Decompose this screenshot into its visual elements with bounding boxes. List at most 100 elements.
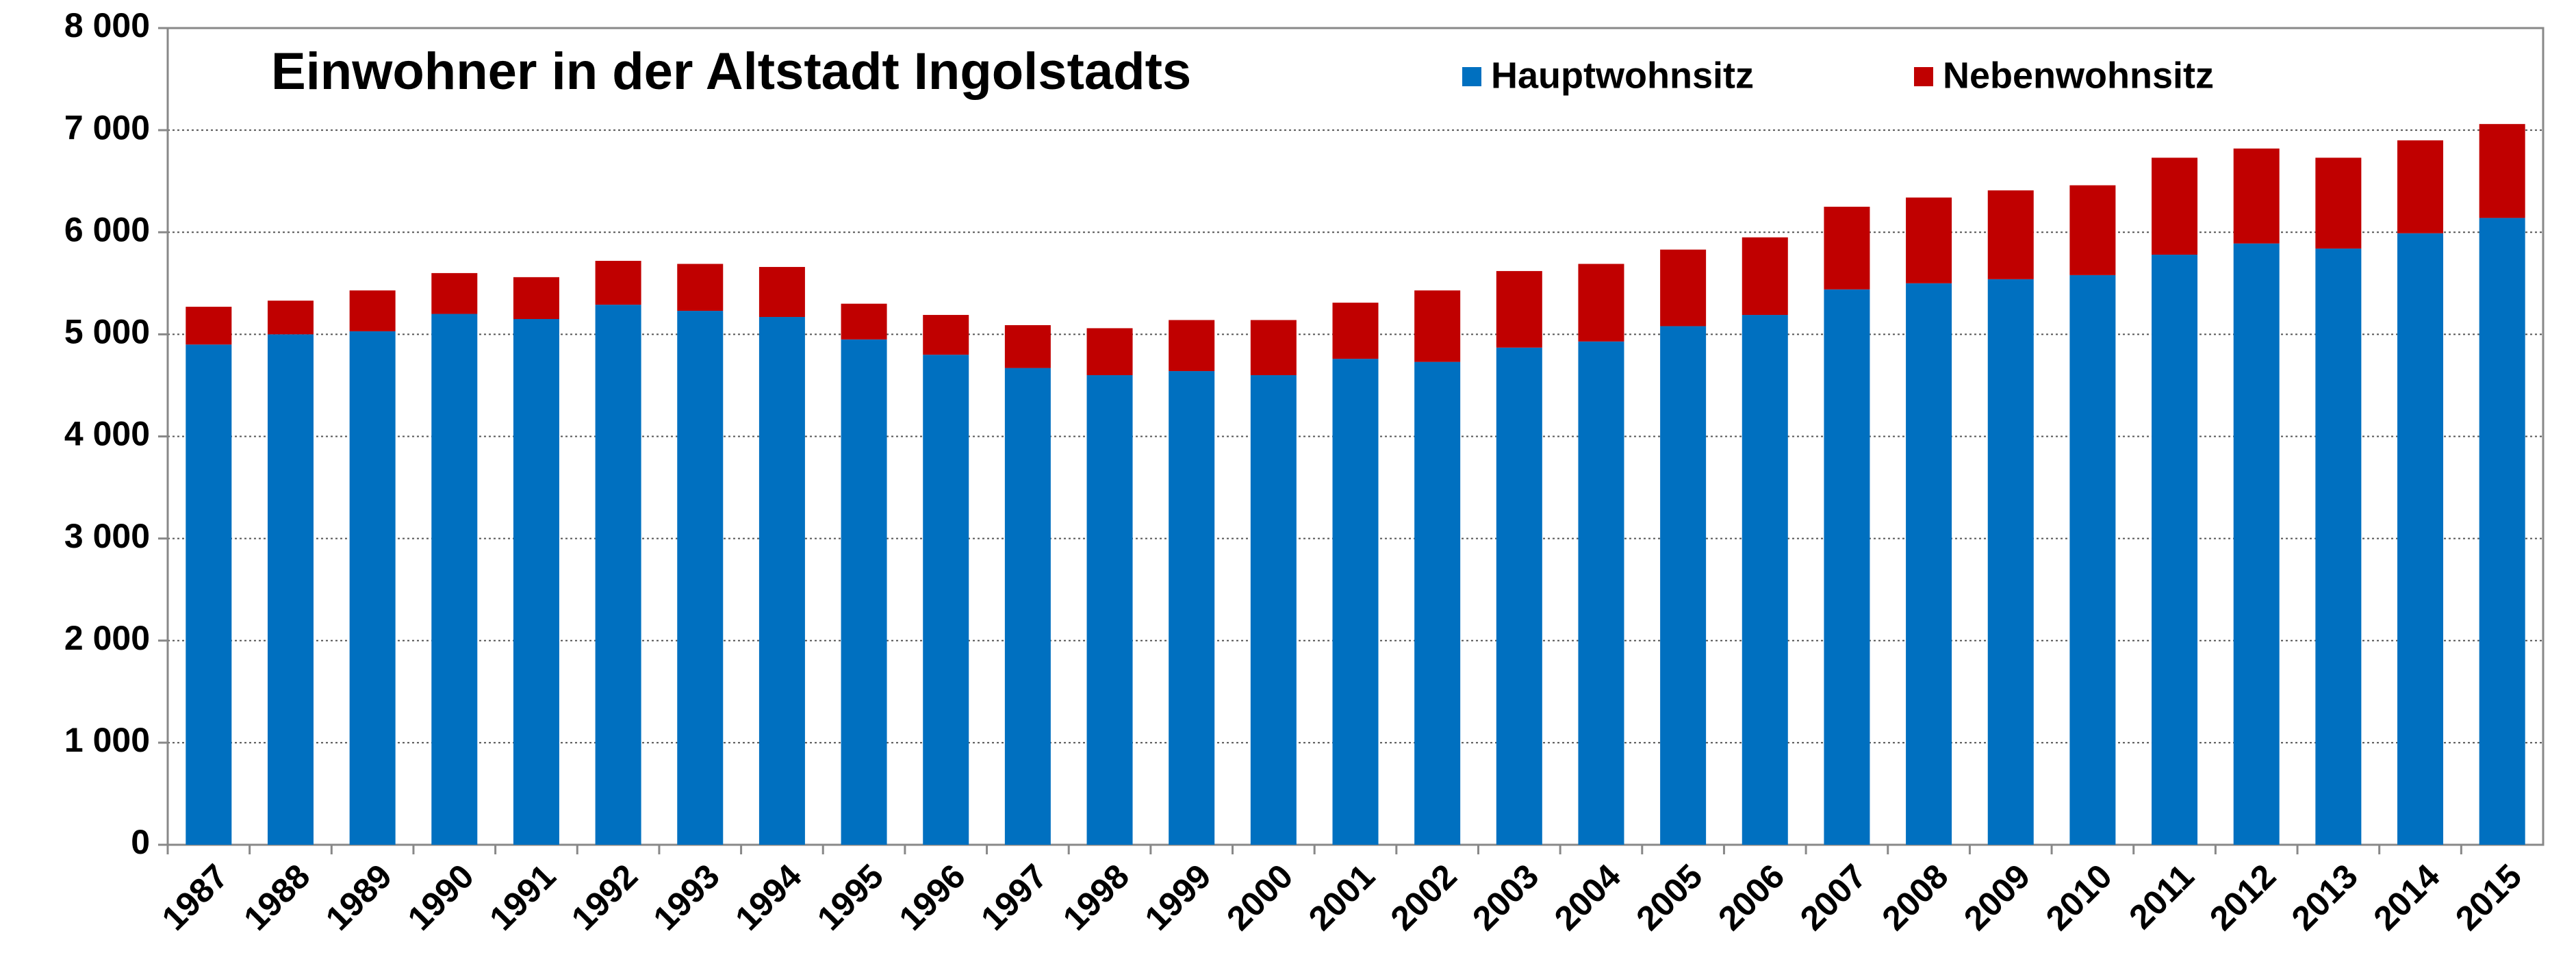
- y-tick-label: 6 000: [64, 210, 150, 249]
- bar: [431, 272, 478, 314]
- bar: [1578, 341, 1624, 845]
- bar: [1086, 375, 1133, 845]
- bar: [677, 264, 724, 311]
- chart-title: Einwohner in der Altstadt Ingolstadts: [271, 42, 1191, 101]
- bar: [513, 319, 559, 845]
- bar: [431, 314, 478, 845]
- x-tick-label: 2005: [1629, 857, 1709, 938]
- legend-label: Nebenwohnsitz: [1943, 55, 2214, 96]
- x-tick-label: 2008: [1874, 857, 1955, 938]
- bar: [677, 311, 724, 845]
- bar: [1004, 324, 1051, 368]
- x-tick-label: 1991: [482, 857, 563, 938]
- bar: [1824, 289, 1870, 845]
- bar: [2233, 243, 2280, 845]
- bar: [186, 307, 232, 345]
- bar: [1496, 347, 1542, 845]
- bar: [1660, 326, 1707, 845]
- x-tick-label: 1993: [646, 857, 727, 938]
- bar: [1086, 328, 1133, 376]
- bar: [1496, 270, 1542, 348]
- bar: [2069, 275, 2116, 845]
- x-tick-label: 2001: [1301, 857, 1382, 938]
- bar: [1414, 361, 1461, 845]
- bar: [1987, 279, 2034, 845]
- bar: [267, 301, 314, 335]
- y-tick-label: 4 000: [64, 415, 150, 453]
- legend-label: Hauptwohnsitz: [1491, 55, 1754, 96]
- bar: [1578, 264, 1624, 342]
- y-tick-label: 8 000: [64, 6, 150, 44]
- x-tick-label: 2015: [2448, 857, 2529, 938]
- bar: [595, 305, 641, 845]
- y-tick-label: 3 000: [64, 517, 150, 555]
- x-tick-label: 1994: [728, 856, 808, 937]
- bar: [1906, 283, 1952, 845]
- x-tick-label: 2012: [2202, 857, 2283, 938]
- bar: [1660, 249, 1707, 327]
- x-tick-label: 1988: [236, 857, 317, 938]
- bar: [2069, 185, 2116, 275]
- y-tick-label: 0: [131, 823, 150, 861]
- x-tick-label: 2000: [1219, 857, 1300, 938]
- x-tick-label: 2011: [2121, 857, 2201, 937]
- x-tick-label: 1999: [1138, 857, 1219, 938]
- bar: [2479, 124, 2525, 218]
- bar: [513, 277, 559, 320]
- x-tick-label: 2013: [2284, 857, 2365, 938]
- bar: [2397, 140, 2444, 233]
- x-tick-label: 2006: [1711, 857, 1791, 938]
- bar: [595, 261, 641, 305]
- bar: [349, 290, 396, 331]
- bar: [2152, 157, 2198, 255]
- bar: [267, 334, 314, 845]
- bar: [1250, 320, 1297, 376]
- bar: [841, 303, 887, 340]
- bar: [1742, 237, 1788, 316]
- bar: [1169, 320, 1215, 372]
- x-tick-label: 2002: [1383, 857, 1464, 938]
- bar: [1004, 368, 1051, 845]
- bar: [2152, 255, 2198, 845]
- bar: [2479, 218, 2525, 845]
- bar: [923, 355, 969, 845]
- x-tick-label: 2009: [1956, 857, 2037, 938]
- bar: [2315, 157, 2362, 249]
- bar: [1987, 190, 2034, 279]
- bar: [186, 344, 232, 845]
- bar: [923, 315, 969, 355]
- x-tick-label: 2007: [1793, 857, 1874, 938]
- bar: [1742, 315, 1788, 845]
- bar: [758, 266, 805, 318]
- bar: [2315, 249, 2362, 845]
- bar: [1824, 206, 1870, 290]
- y-tick-label: 1 000: [64, 721, 150, 759]
- bar: [1332, 359, 1379, 845]
- y-tick-label: 2 000: [64, 619, 150, 657]
- x-tick-label: 1997: [973, 857, 1054, 938]
- bar: [758, 317, 805, 845]
- x-tick-label: 1987: [155, 857, 235, 938]
- bar: [2397, 233, 2444, 845]
- x-tick-label: 2004: [1547, 856, 1628, 937]
- bar: [841, 339, 887, 845]
- x-tick-label: 2014: [2366, 856, 2447, 937]
- x-tick-label: 1990: [400, 857, 481, 938]
- legend-swatch: [1914, 67, 1933, 86]
- bar: [2233, 148, 2280, 244]
- bar: [1250, 375, 1297, 845]
- legend-swatch: [1462, 67, 1481, 86]
- x-tick-label: 1989: [318, 857, 399, 938]
- x-tick-label: 1995: [810, 857, 891, 938]
- bar: [1414, 290, 1461, 362]
- x-tick-label: 1996: [892, 857, 973, 938]
- bar: [1906, 197, 1952, 283]
- y-tick-label: 5 000: [64, 313, 150, 351]
- x-tick-label: 1998: [1056, 857, 1136, 938]
- x-tick-label: 2010: [2039, 857, 2119, 938]
- bar: [1169, 371, 1215, 845]
- x-tick-label: 1992: [564, 857, 645, 938]
- bar: [349, 331, 396, 845]
- y-tick-label: 7 000: [64, 108, 150, 147]
